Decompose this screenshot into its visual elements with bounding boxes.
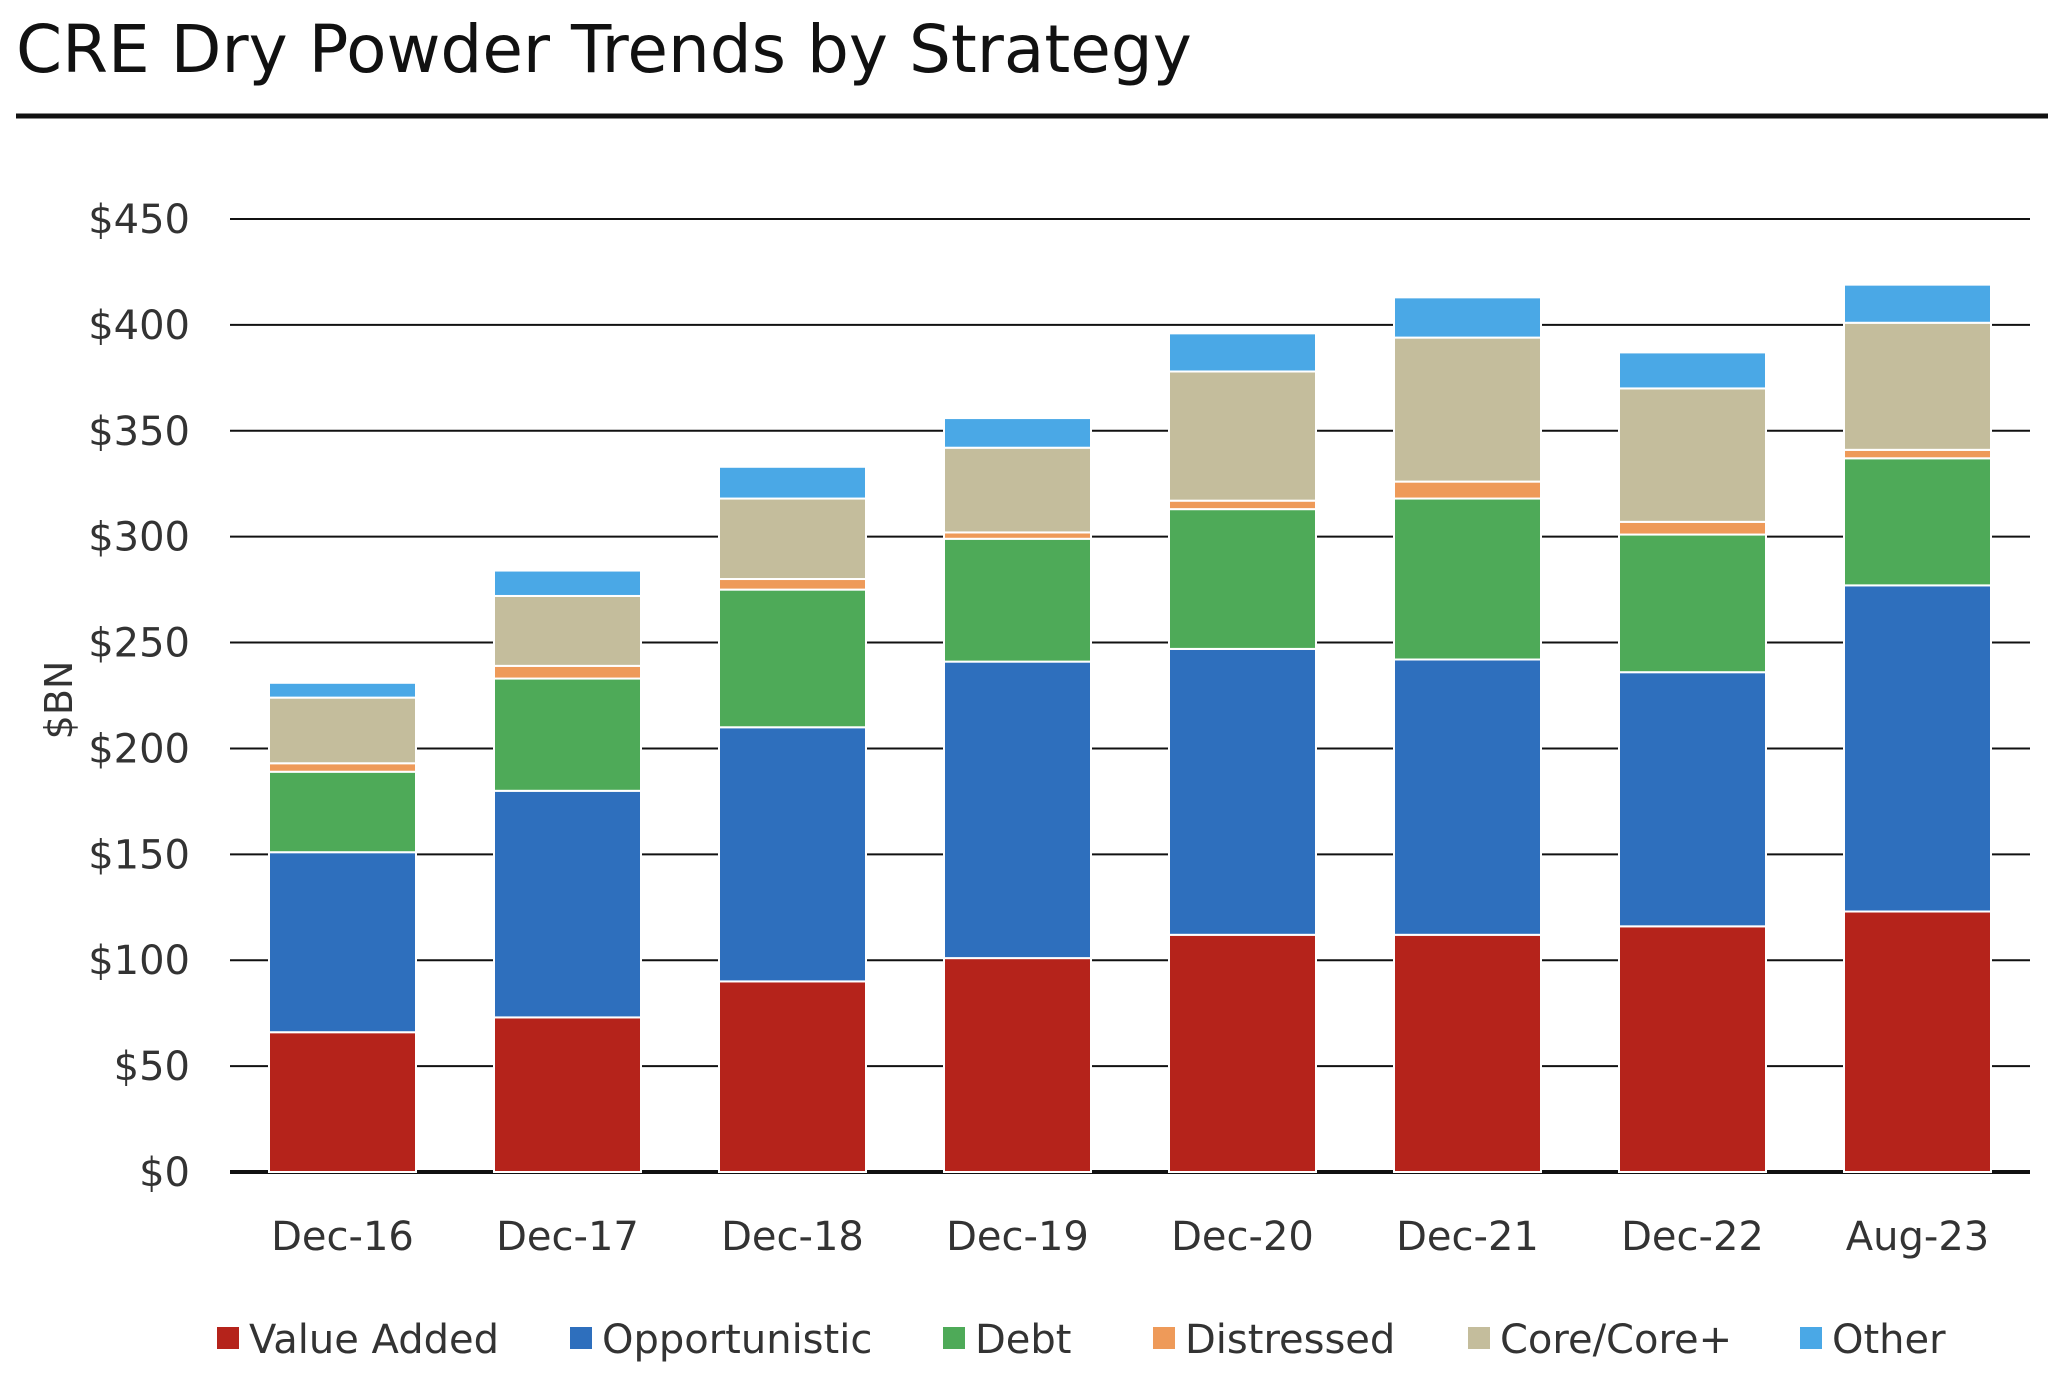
bar-segment-other — [493, 569, 642, 597]
x-tick-label: Dec-19 — [946, 1214, 1089, 1260]
bar-segment-debt — [268, 770, 417, 854]
bar-segment-other — [943, 417, 1092, 449]
y-tick-label: $250 — [88, 621, 190, 667]
bar-segment-value-added — [718, 980, 867, 1174]
bar-segment-other — [1393, 296, 1542, 339]
legend-item: Other — [1800, 1317, 1946, 1363]
bar-segment-debt — [1843, 457, 1992, 587]
bar-segment-other — [1618, 351, 1767, 390]
bar-segment-value-added — [1618, 925, 1767, 1173]
bar-segment-core-core — [1393, 336, 1542, 483]
bar-segment-value-added — [493, 1016, 642, 1173]
bars — [268, 283, 1992, 1174]
bar-segment-distressed — [1168, 499, 1317, 511]
bar-segment-opportunistic — [1168, 647, 1317, 936]
legend-swatch — [1153, 1327, 1175, 1349]
bar-segment-debt — [718, 588, 867, 729]
y-tick-label: $300 — [88, 515, 190, 561]
legend-swatch — [1800, 1327, 1822, 1349]
bar-segment-distressed — [1843, 448, 1992, 460]
bar-segment-core-core — [1168, 370, 1317, 502]
x-tick-label: Dec-20 — [1171, 1214, 1314, 1260]
bar-stack — [1393, 296, 1542, 1174]
legend-item: Core/Core+ — [1468, 1317, 1732, 1363]
bar-stack — [1618, 351, 1767, 1173]
bar-segment-distressed — [718, 578, 867, 591]
legend-swatch — [570, 1327, 592, 1349]
bar-segment-core-core — [1843, 321, 1992, 451]
bar-segment-debt — [1618, 533, 1767, 674]
bar-segment-value-added — [1393, 933, 1542, 1174]
legend-item: Value Added — [217, 1317, 499, 1363]
bar-segment-value-added — [1168, 933, 1317, 1174]
legend-label: Value Added — [249, 1317, 499, 1363]
bar-segment-debt — [493, 677, 642, 792]
legend: Value Added Opportunistic Debt Distressed Co… — [217, 1317, 1946, 1363]
legend-label: Debt — [975, 1317, 1071, 1363]
bar-segment-debt — [1168, 508, 1317, 650]
bar-segment-opportunistic — [268, 851, 417, 1034]
x-tick-label: Dec-18 — [721, 1214, 864, 1260]
bar-stack — [268, 681, 417, 1174]
x-tick-label: Dec-21 — [1396, 1214, 1539, 1260]
legend-swatch — [1468, 1327, 1490, 1349]
bar-segment-other — [268, 681, 417, 699]
bar-segment-value-added — [1843, 910, 1992, 1173]
y-tick-label: $350 — [88, 409, 190, 455]
legend-label: Distressed — [1185, 1317, 1395, 1363]
bar-stack — [718, 465, 867, 1174]
bar-segment-opportunistic — [1393, 658, 1542, 936]
bar-stack — [943, 417, 1092, 1173]
x-tick-label: Dec-22 — [1621, 1214, 1764, 1260]
bar-segment-core-core — [1618, 387, 1767, 523]
bar-segment-opportunistic — [943, 660, 1092, 960]
bar-segment-core-core — [493, 594, 642, 667]
bar-segment-value-added — [943, 957, 1092, 1173]
bar-segment-opportunistic — [493, 789, 642, 1019]
bar-segment-opportunistic — [718, 726, 867, 983]
bar-segment-opportunistic — [1843, 584, 1992, 913]
bar-stack — [1168, 332, 1317, 1174]
bar-segment-value-added — [268, 1031, 417, 1174]
y-tick-label: $450 — [88, 197, 190, 243]
legend-swatch — [943, 1327, 965, 1349]
bar-segment-debt — [1393, 497, 1542, 661]
bar-segment-other — [1843, 283, 1992, 324]
bar-segment-distressed — [1393, 480, 1542, 500]
legend-item: Debt — [943, 1317, 1071, 1363]
y-tick-label: $0 — [139, 1150, 190, 1196]
bar-stack — [1843, 283, 1992, 1173]
y-tick-label: $150 — [88, 832, 190, 878]
legend-label: Opportunistic — [602, 1317, 872, 1363]
bar-segment-distressed — [493, 664, 642, 680]
y-tick-label: $400 — [88, 303, 190, 349]
y-axis: $0 $50 $100 $150 $200 $250 $300 $350 $400 $450 — [88, 197, 190, 1196]
y-tick-label: $50 — [114, 1044, 190, 1090]
legend-item: Distressed — [1153, 1317, 1395, 1363]
bar-stack — [493, 569, 642, 1173]
bar-segment-opportunistic — [1618, 671, 1767, 928]
bar-segment-core-core — [268, 696, 417, 765]
chart-title: CRE Dry Powder Trends by Strategy — [16, 11, 1192, 88]
legend-item: Opportunistic — [570, 1317, 872, 1363]
y-tick-label: $100 — [88, 938, 190, 984]
bar-segment-distressed — [1618, 520, 1767, 536]
bar-segment-core-core — [943, 446, 1092, 534]
x-tick-label: Dec-17 — [496, 1214, 639, 1260]
legend-label: Core/Core+ — [1500, 1317, 1732, 1363]
x-tick-label: Aug-23 — [1846, 1214, 1989, 1260]
bar-segment-distressed — [268, 762, 417, 773]
y-axis-title: $BN — [37, 661, 81, 740]
x-tick-label: Dec-16 — [271, 1214, 414, 1260]
x-axis: Dec-16 Dec-17 Dec-18 Dec-19 Dec-20 Dec-21 Dec-… — [271, 1214, 1989, 1260]
legend-swatch — [217, 1327, 239, 1349]
bar-segment-debt — [943, 537, 1092, 663]
y-tick-label: $200 — [88, 726, 190, 772]
bar-segment-other — [1168, 332, 1317, 373]
bar-segment-other — [718, 465, 867, 500]
bar-segment-core-core — [718, 497, 867, 581]
legend-label: Other — [1832, 1317, 1946, 1363]
